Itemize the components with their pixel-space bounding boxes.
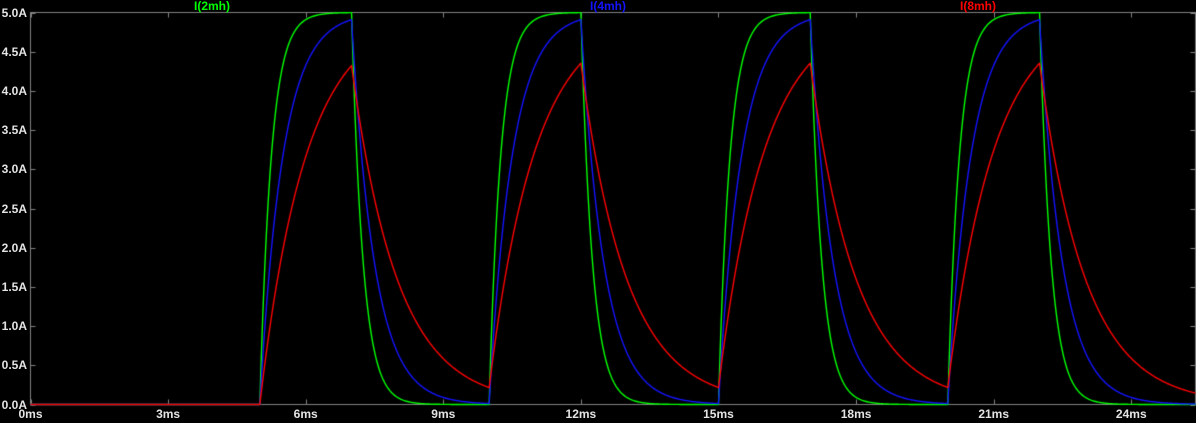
y-axis-label: 1.0A — [1, 319, 27, 334]
y-axis-label: 3.0A — [1, 162, 27, 177]
x-axis-label: 9ms — [431, 407, 456, 421]
x-axis-label: 6ms — [293, 407, 318, 421]
y-axis-label: 4.5A — [1, 44, 27, 59]
x-axis-label: 24ms — [1115, 407, 1147, 421]
y-axis-label: 5.0A — [1, 5, 27, 20]
x-axis-label: 21ms — [978, 407, 1010, 421]
x-axis-label: 18ms — [840, 407, 872, 421]
x-axis-label: 15ms — [703, 407, 734, 421]
x-axis-label: 0ms — [18, 407, 43, 421]
y-axis-label: 2.5A — [1, 201, 27, 216]
x-axis-label: 12ms — [565, 407, 597, 421]
y-axis-label: 3.5A — [1, 123, 27, 138]
trace-label[interactable]: I(4mh) — [590, 0, 626, 13]
y-axis-label: 4.0A — [1, 83, 27, 98]
y-axis-label: 0.5A — [1, 358, 27, 373]
x-axis-label: 3ms — [156, 407, 181, 421]
trace-label[interactable]: I(8mh) — [960, 0, 996, 13]
y-axis-label: 2.0A — [1, 240, 27, 255]
y-axis-label: 1.5A — [1, 279, 27, 294]
y-axis-label: 0.0A — [1, 397, 27, 412]
trace-label[interactable]: I(2mh) — [194, 0, 230, 13]
